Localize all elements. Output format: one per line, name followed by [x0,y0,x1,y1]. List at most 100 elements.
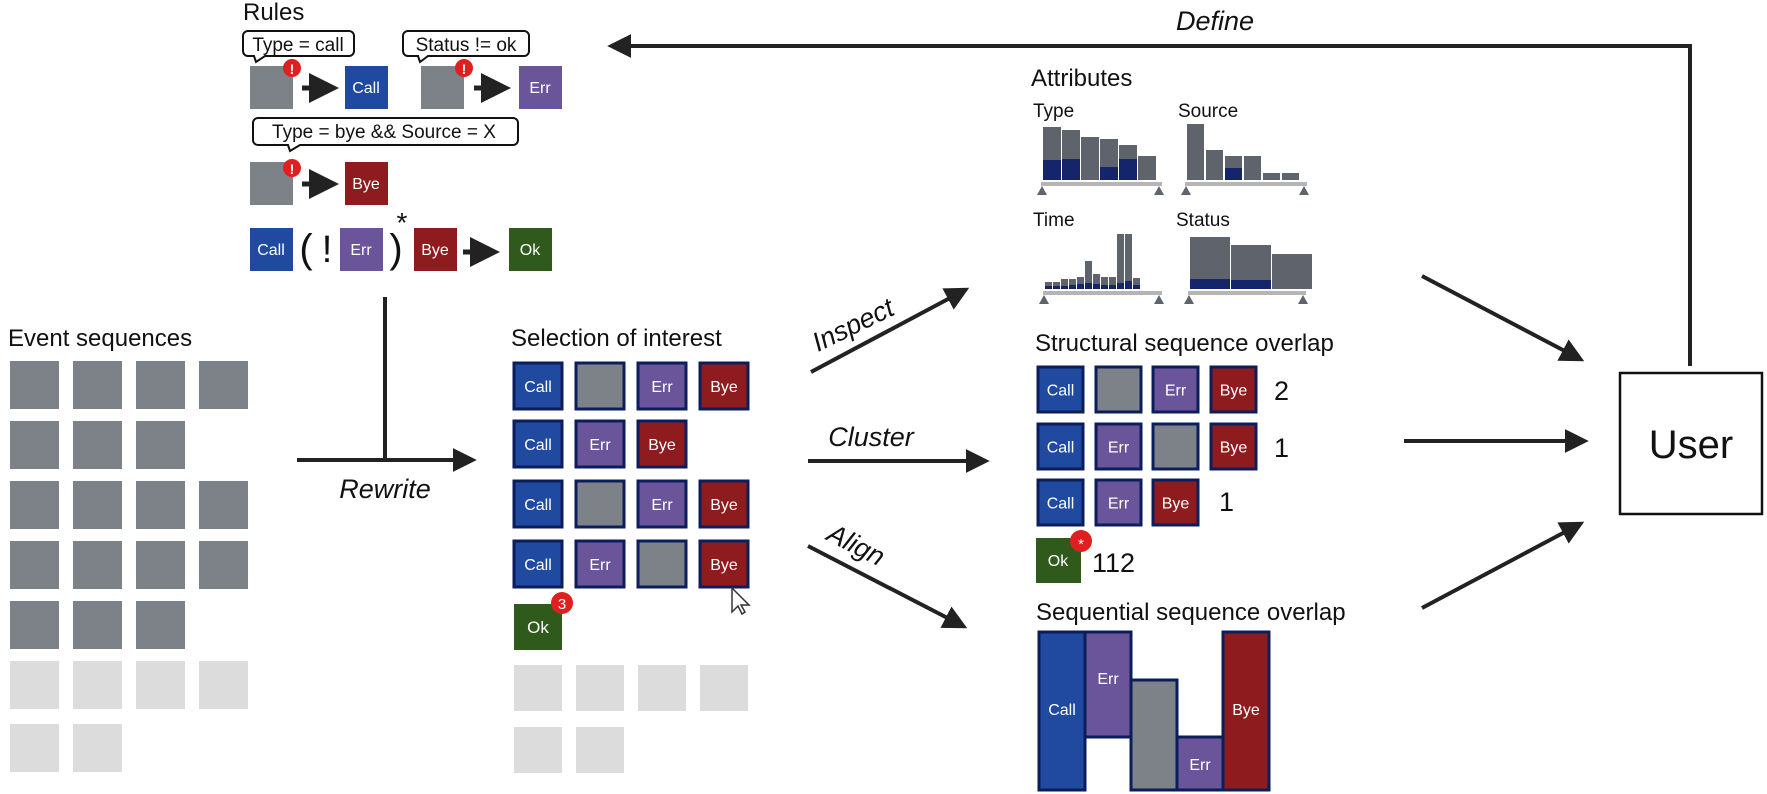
structural-r2-err-2-label: Err [1108,440,1130,457]
event-block-r1-c1 [10,361,59,409]
structural-r3-call-1-label: Call [1047,496,1075,513]
time-histogram-bar-1 [1045,282,1052,289]
structural-r3-bye-3 [1151,478,1200,527]
attributes-to-user-arrow [1421,274,1585,362]
rule4-err-label: Err [350,242,372,259]
event-block-r5-c2 [73,601,122,649]
rule4-bye-label: Bye [421,242,449,259]
selection-dim-block-5 [514,727,562,773]
event-block-r1-c2 [73,361,122,409]
status-histogram-range-handle-right [1298,295,1308,304]
selection-r4-err-2-label: Err [589,557,611,574]
rule1-call-box [345,66,388,109]
define-label: Define [1176,6,1254,36]
user-label: User [1649,423,1733,467]
inspect-arrow [810,287,970,374]
event-block-r5-c3 [136,601,185,649]
structural-r2-bye-4-label: Bye [1220,440,1248,457]
selection-r4-neutral-3 [636,539,688,589]
rule1-alert-badge-mark: ! [290,61,295,77]
attribute-source-label: Source [1178,101,1238,122]
time-histogram-selection-bar-6 [1085,283,1092,289]
attribute-status-label: Status [1176,210,1230,231]
selection-r2-bye-3 [636,419,688,469]
selection-ok-count: 3 [558,596,566,613]
structural-ok-label: Ok [1048,553,1069,570]
align-label: Align [821,517,890,572]
time-histogram-range-handle-right [1154,295,1164,304]
structural-count-row3: 1 [1219,487,1234,517]
rule2-err-box [519,66,562,109]
selection-r2-err-2-label: Err [589,437,611,454]
event-block-r5-c1 [10,601,59,649]
selection-r1-err-3 [636,361,688,411]
time-histogram-range-handle-left [1039,295,1049,304]
selection-r3-call-1-label: Call [524,497,552,514]
rule3-bye-box [345,162,388,205]
source-histogram-bar-4 [1244,156,1261,180]
rules-title: Rules [243,0,304,26]
selection-r1-bye-4-label: Bye [710,379,738,396]
structural-r3-call-1 [1036,478,1085,527]
rule1-call-label: Call [352,80,380,97]
source-histogram-selection-bar-3 [1225,168,1242,180]
event-sequences-grid [10,361,248,772]
time-histogram-selection-bar-12 [1133,285,1140,289]
rule4-err-box [340,228,383,271]
structural-ok-badge [1070,530,1092,552]
event-block-r3-c1 [10,481,59,529]
selection-r1-call-1-label: Call [524,379,552,396]
event-block-r3-c3 [136,481,185,529]
time-histogram-selection-bar-7 [1093,284,1100,289]
selection-r4-bye-4 [698,539,750,589]
structural-r2-bye-4 [1209,422,1258,471]
rule4-kleene-star: * [397,207,408,238]
event-block-r2-c2 [73,421,122,469]
structural-r1-err-3 [1151,365,1200,414]
event-block-r4-c2 [73,541,122,589]
structural-count-row2: 1 [1274,433,1289,463]
event-block-r2-c3 [136,421,185,469]
selection-dim-block-3 [638,665,686,711]
selection-r3-bye-4-label: Bye [710,497,738,514]
structural-r1-call-1 [1036,365,1085,414]
rule4-call-box [250,228,293,271]
time-histogram-selection-bar-4 [1069,285,1076,289]
structural-r3-err-2 [1094,478,1143,527]
rule1-alert-badge [283,59,301,77]
structural-r1-call-1-label: Call [1047,383,1075,400]
selection-r3-neutral-2 [574,479,626,529]
selection-r2-call-1-label: Call [524,437,552,454]
event-block-r3-c4 [199,481,248,529]
event-block-r6-c2 [73,661,122,709]
type-histogram-selection-bar-1 [1043,160,1061,180]
sequential-bye-block [1221,630,1271,792]
selection-dim-block-4 [700,665,748,711]
time-histogram-bar-12 [1133,278,1140,289]
time-histogram-selection-bar-11 [1125,281,1132,289]
structural-count-row1: 2 [1274,376,1289,406]
event-block-r1-c3 [136,361,185,409]
source-histogram-bar-2 [1206,150,1223,180]
structural-r1-bye-4-label: Bye [1220,383,1248,400]
structural-r3-err-2-label: Err [1108,496,1130,513]
source-histogram-range-handle-right [1299,186,1309,195]
rule2-alert-badge [455,59,473,77]
selection-r1-call-1 [512,361,564,411]
callout-type-call: Type = call [242,30,355,64]
selection-r3-err-3-label: Err [651,497,673,514]
sequential-call-label: Call [1048,702,1076,719]
rule4-call-label: Call [257,242,285,259]
selection-r4-bye-4-label: Bye [710,557,738,574]
time-histogram-bar-8 [1101,277,1108,289]
time-histogram-selection-bar-5 [1077,284,1084,289]
selection-r3-err-3 [636,479,688,529]
type-histogram-axis [1041,182,1162,186]
attribute-histograms [1037,124,1312,304]
status-histogram-selection-bar-1 [1190,279,1230,289]
callout-status-not-ok: Status != ok [402,30,530,64]
selection-r2-err-2 [574,419,626,469]
mouse-cursor-icon [731,586,751,616]
rule3-alert-badge-mark: ! [290,161,295,177]
